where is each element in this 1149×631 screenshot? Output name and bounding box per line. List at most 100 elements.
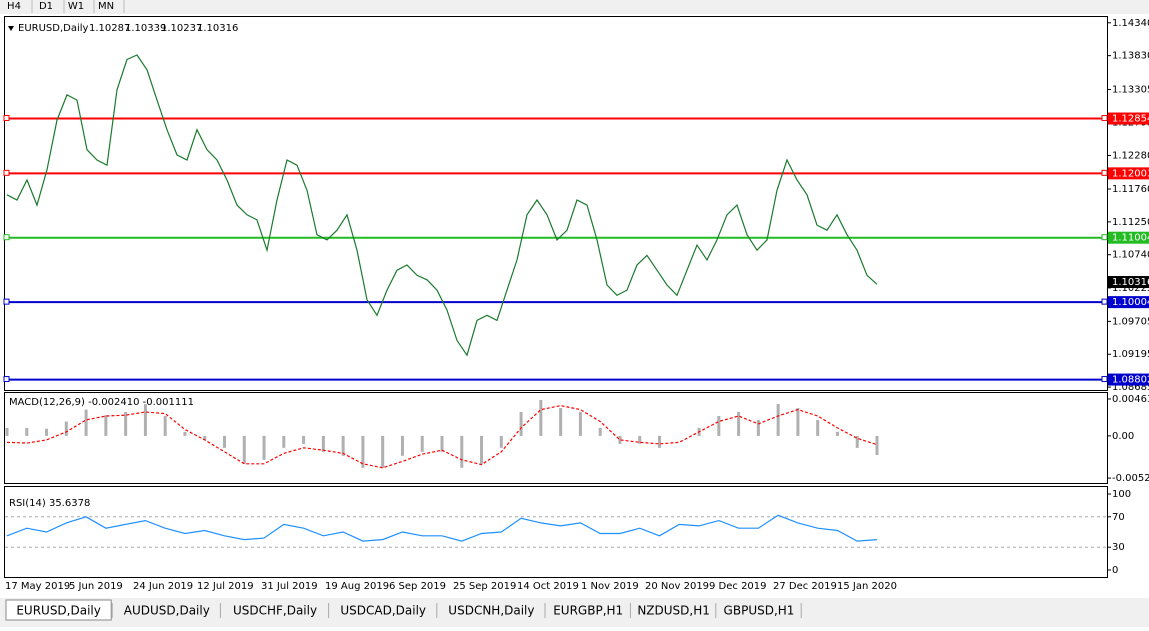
- timeframe-button[interactable]: W1: [68, 1, 84, 12]
- symbol-tab-label[interactable]: AUDUSD,Daily: [124, 604, 210, 618]
- level-handle[interactable]: [1101, 169, 1108, 176]
- level-price-box: [1108, 296, 1149, 309]
- macd-bar: [302, 435, 306, 444]
- macd-bar: [84, 409, 88, 436]
- level-price-box: [1108, 167, 1149, 180]
- macd-bar: [855, 435, 859, 448]
- level-handle[interactable]: [3, 376, 10, 383]
- macd-bar: [183, 431, 187, 436]
- macd-bar: [480, 435, 484, 464]
- macd-bar: [361, 435, 365, 468]
- level-handle[interactable]: [1101, 234, 1108, 241]
- collapse-icon[interactable]: [8, 26, 14, 31]
- macd-bar: [163, 415, 167, 436]
- level-handle[interactable]: [3, 298, 10, 305]
- macd-bar: [321, 435, 325, 452]
- level-handle[interactable]: [3, 169, 10, 176]
- macd-bar: [104, 415, 108, 436]
- x-tick-label: 12 Jul 2019: [197, 581, 254, 592]
- macd-bar: [539, 400, 543, 436]
- y-tick-label: 1.14340: [1112, 18, 1149, 29]
- symbol-tab[interactable]: [547, 600, 630, 620]
- macd-bar: [282, 435, 286, 448]
- current-price-box: [1108, 276, 1149, 289]
- symbol-tab-label[interactable]: EURUSD,Daily: [16, 604, 101, 618]
- symbol-tab-label[interactable]: USDCAD,Daily: [340, 604, 426, 618]
- x-tick-label: 5 Jun 2019: [69, 581, 123, 592]
- level-handle[interactable]: [3, 234, 10, 241]
- ohlc-value: 1.10237: [161, 23, 202, 34]
- macd-bar: [717, 415, 721, 436]
- macd-bar: [420, 435, 424, 452]
- x-tick-label: 1 Nov 2019: [581, 581, 639, 592]
- x-tick-label: 9 Dec 2019: [709, 581, 767, 592]
- timeframe-button[interactable]: H4: [7, 1, 21, 12]
- y-tick-label: 1.11760: [1112, 184, 1149, 195]
- macd-bar: [262, 435, 266, 460]
- timeframe-button[interactable]: D1: [39, 1, 53, 12]
- y-tick-label: 1.12280: [1112, 151, 1149, 162]
- symbol-tab[interactable]: [222, 600, 328, 620]
- level-price-label: 1.12003: [1112, 168, 1149, 179]
- macd-bar: [440, 435, 444, 452]
- macd-bar: [203, 435, 207, 440]
- macd-bar: [5, 427, 9, 436]
- ohlc-value: 1.10316: [197, 23, 238, 34]
- macd-bar: [658, 435, 661, 448]
- x-tick-label: 17 May 2019: [5, 581, 70, 592]
- y-tick-label: 1.09195: [1112, 349, 1149, 360]
- series-line: [6, 54, 878, 357]
- macd-bar: [64, 421, 68, 436]
- symbol-tab[interactable]: [114, 600, 220, 620]
- macd-bar: [578, 411, 582, 436]
- macd-bar: [381, 435, 385, 468]
- symbol-tab-label[interactable]: USDCHF,Daily: [233, 604, 317, 618]
- y-tick-label: 0.00463: [1112, 394, 1149, 405]
- symbol-tab[interactable]: [438, 600, 544, 620]
- x-tick-label: 27 Dec 2019: [773, 581, 837, 592]
- macd-bar: [737, 411, 741, 436]
- symbol-tab[interactable]: [717, 600, 801, 620]
- current-price-label: 1.10316: [1112, 277, 1149, 288]
- level-handle[interactable]: [1101, 298, 1108, 305]
- x-tick-label: 19 Aug 2019: [325, 581, 389, 592]
- symbol-tab-label[interactable]: GBPUSD,H1: [724, 604, 795, 618]
- level-price-label: 1.11004: [1112, 233, 1149, 244]
- macd-bar: [519, 411, 523, 436]
- x-tick-label: 15 Jan 2020: [837, 581, 897, 592]
- level-price-label: 1.10004: [1112, 297, 1149, 308]
- macd-bar: [223, 435, 226, 448]
- y-tick-label: 1.11250: [1112, 217, 1149, 228]
- macd-bar: [124, 411, 128, 436]
- x-tick-label: 20 Nov 2019: [645, 581, 709, 592]
- x-tick-label: 24 Jun 2019: [133, 581, 193, 592]
- level-price-box: [1108, 373, 1149, 386]
- level-price-label: 1.08802: [1112, 375, 1149, 386]
- symbol-tab-label[interactable]: NZDUSD,H1: [637, 604, 710, 618]
- symbol-tab-label[interactable]: USDCNH,Daily: [448, 604, 534, 618]
- x-tick-label: 25 Sep 2019: [453, 581, 516, 592]
- rsi-pane: [4, 486, 1108, 578]
- macd-bar: [25, 427, 29, 436]
- symbol-tab[interactable]: [330, 600, 436, 620]
- macd-bar: [618, 435, 622, 444]
- level-handle[interactable]: [3, 115, 10, 122]
- main-pane: [4, 16, 1108, 391]
- macd-bar: [638, 435, 642, 444]
- timeframe-button[interactable]: MN: [98, 1, 114, 12]
- macd-bar: [796, 407, 800, 436]
- level-handle[interactable]: [1101, 376, 1108, 383]
- toolbar: [0, 0, 1149, 14]
- level-handle[interactable]: [1101, 115, 1108, 122]
- y-tick-label: 100: [1112, 489, 1131, 500]
- symbol-tab[interactable]: [632, 600, 715, 620]
- x-tick-label: 14 Oct 2019: [517, 581, 579, 592]
- symbol-tab[interactable]: [5, 599, 112, 621]
- symbol-tab-label[interactable]: EURGBP,H1: [553, 604, 623, 618]
- y-tick-label: 70: [1112, 512, 1125, 523]
- series-line: [6, 404, 878, 469]
- macd-bar: [499, 435, 503, 448]
- macd-bar: [816, 419, 820, 436]
- y-tick-label: 0: [1112, 565, 1118, 576]
